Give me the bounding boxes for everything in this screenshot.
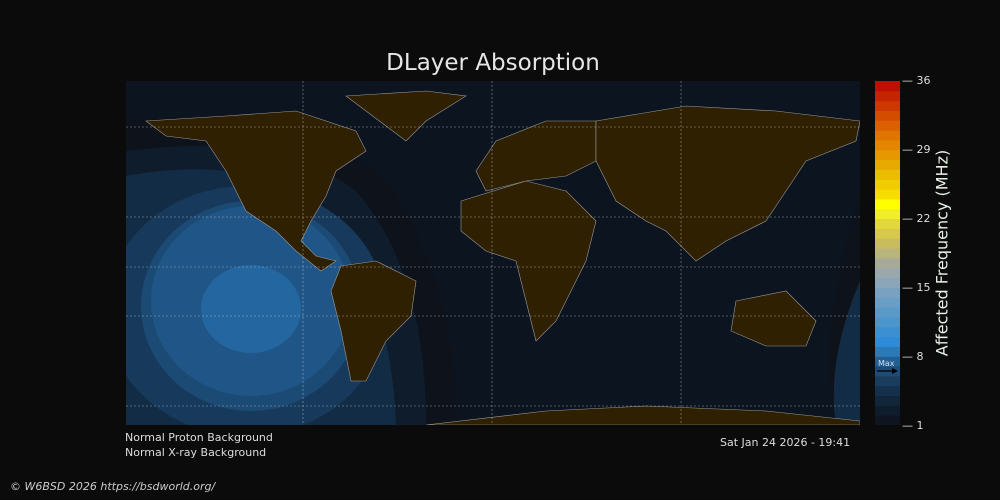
colorbar-segment <box>875 238 900 249</box>
colorbar-segment <box>875 120 900 131</box>
continents <box>145 90 860 425</box>
chart-title: DLayer Absorption <box>386 50 600 76</box>
colorbar-segment <box>875 100 900 111</box>
absorption-map <box>126 81 860 425</box>
colorbar-segment <box>875 267 900 279</box>
colorbar-tick: — 29 <box>902 143 931 156</box>
colorbar-segment <box>875 90 900 102</box>
colorbar-segment <box>875 81 900 92</box>
colorbar-segment <box>875 130 900 141</box>
colorbar-segment <box>875 198 900 210</box>
colorbar-label: Affected Frequency (MHz) <box>932 149 952 357</box>
colorbar-segment <box>875 415 900 425</box>
timestamp: Sat Jan 24 2026 - 19:41 <box>720 436 851 449</box>
north-america <box>145 110 367 272</box>
colorbar-segment <box>875 395 900 406</box>
colorbar-segment <box>875 356 900 367</box>
colorbar-segment <box>875 375 900 387</box>
colorbar-segment <box>875 159 900 170</box>
colorbar-segment <box>875 297 900 308</box>
colorbar-segment <box>875 277 900 288</box>
africa <box>460 180 597 342</box>
colorbar-segment <box>875 110 900 121</box>
colorbar-segment <box>875 385 900 397</box>
colorbar-tick: — 1 <box>902 419 924 432</box>
colorbar-segment <box>875 257 900 269</box>
colorbar-segment <box>875 316 900 328</box>
colorbar-segment <box>875 248 900 259</box>
greenland <box>345 90 467 142</box>
colorbar-segment <box>875 149 900 161</box>
colorbar-segment <box>875 405 900 416</box>
colorbar-segment <box>875 189 900 200</box>
colorbar-segment <box>875 287 900 298</box>
australia <box>730 290 817 347</box>
max-arrow-icon <box>877 368 898 374</box>
colorbar-segment <box>875 326 900 338</box>
colorbar-segment <box>875 169 900 180</box>
xray-status: Normal X-ray Background <box>125 446 267 459</box>
colorbar-segment <box>875 346 900 357</box>
colorbar-tick: — 36 <box>902 74 931 87</box>
gridlines <box>126 81 860 425</box>
colorbar-segment <box>875 228 900 239</box>
colorbar-segment <box>875 208 900 220</box>
max-marker-label: Max <box>878 359 895 368</box>
contour-east <box>833 281 860 425</box>
colorbar-segment <box>875 139 900 151</box>
colorbar-segment <box>875 179 900 190</box>
asia <box>595 105 860 262</box>
copyright: © W6BSD 2026 https://bsdworld.org/ <box>10 480 216 493</box>
colorbar <box>875 81 900 425</box>
proton-status: Normal Proton Background <box>125 431 273 444</box>
colorbar-segment <box>875 307 900 318</box>
colorbar-tick: — 15 <box>902 281 931 294</box>
contour-6 <box>201 265 301 353</box>
colorbar-tick: — 22 <box>902 212 931 225</box>
colorbar-segment <box>875 336 900 347</box>
antarctica <box>425 405 860 425</box>
colorbar-segment <box>875 218 900 229</box>
colorbar-tick: — 8 <box>902 350 924 363</box>
south-america <box>330 260 417 382</box>
